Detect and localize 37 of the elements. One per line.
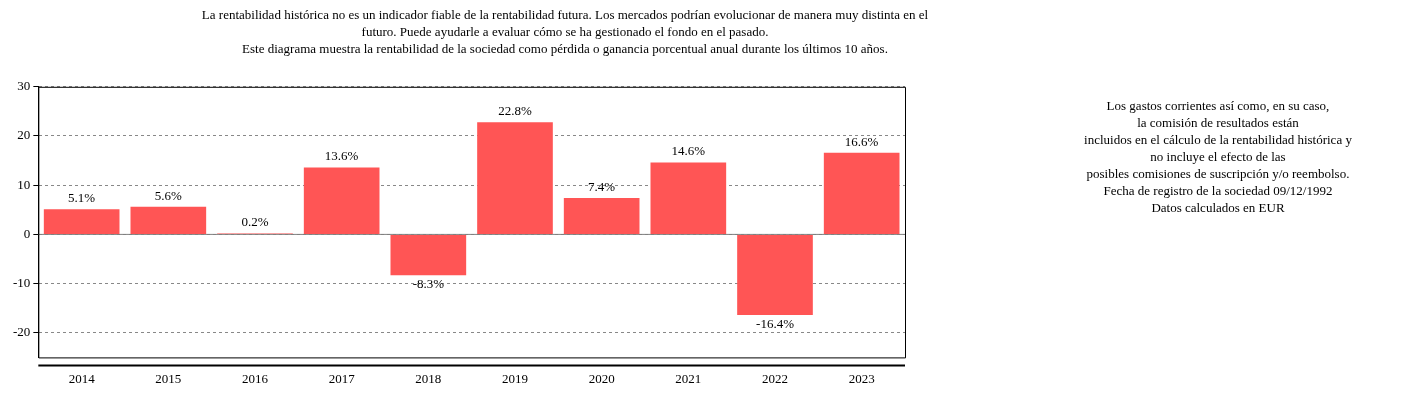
bar: [563, 197, 640, 234]
chart-title: La rentabilidad histórica no es un indicador fiable de la rentabilidad futura. Los mercados podrían evolucionar de manera muy distinta en el futuro. Puede ayudarle a evaluar cómo se ha gestionado el fondo en el pasado. Este diagrama muestra la rentabilidad de la sociedad como pérdida o ganancia porcentual anual durante los últimos 10 años.: [200, 6, 930, 57]
x-tick-label: 2023: [848, 370, 875, 386]
bar: [650, 162, 727, 234]
data-label: -8.3%: [412, 276, 445, 292]
y-tick-label: -20: [12, 324, 31, 340]
x-tick-label: 2016: [242, 370, 269, 386]
x-tick-label: 2021: [675, 370, 702, 386]
x-tick-label: 2022: [762, 370, 788, 386]
bar: [130, 206, 207, 234]
data-label: 14.6%: [671, 143, 706, 159]
x-tick-label: 2015: [155, 370, 182, 386]
data-label: 22.8%: [498, 103, 532, 119]
y-tick-label: 20: [17, 127, 31, 143]
data-label: 5.1%: [68, 190, 96, 206]
x-tick-label: 2014: [68, 370, 96, 386]
data-label: 0.2%: [241, 214, 269, 230]
bar: [390, 234, 467, 276]
x-tick-label: 2018: [415, 370, 442, 386]
y-tick-label: 10: [17, 176, 31, 192]
x-tick-label: 2019: [502, 370, 528, 386]
bar: [737, 234, 813, 316]
data-label: 16.6%: [844, 133, 879, 149]
bar: [303, 167, 380, 234]
data-label: 13.6%: [324, 148, 359, 164]
data-label: 7.4%: [588, 178, 616, 194]
bar: [823, 152, 900, 234]
text: Los gastos corrientes así como, en su caso, la comisión de resultados están incluidos en el cálculo de la rentabilidad histórica y no incluye el efecto de las posibles comisiones de suscripción y/o reembolso. Fecha de registro de la sociedad 09/12/1992 Datos calculados en EUR: [1083, 97, 1353, 216]
x-tick-label: 2017: [328, 370, 356, 386]
y-tick-label: 0: [23, 225, 31, 241]
data-label: 5.6%: [154, 187, 183, 203]
bar: [477, 122, 553, 234]
y-tick-label: 30: [17, 78, 31, 94]
bar: [43, 209, 120, 234]
x-tick-label: 2020: [588, 370, 615, 386]
data-label: -16.4%: [756, 316, 795, 332]
y-tick-label: -10: [12, 275, 31, 291]
